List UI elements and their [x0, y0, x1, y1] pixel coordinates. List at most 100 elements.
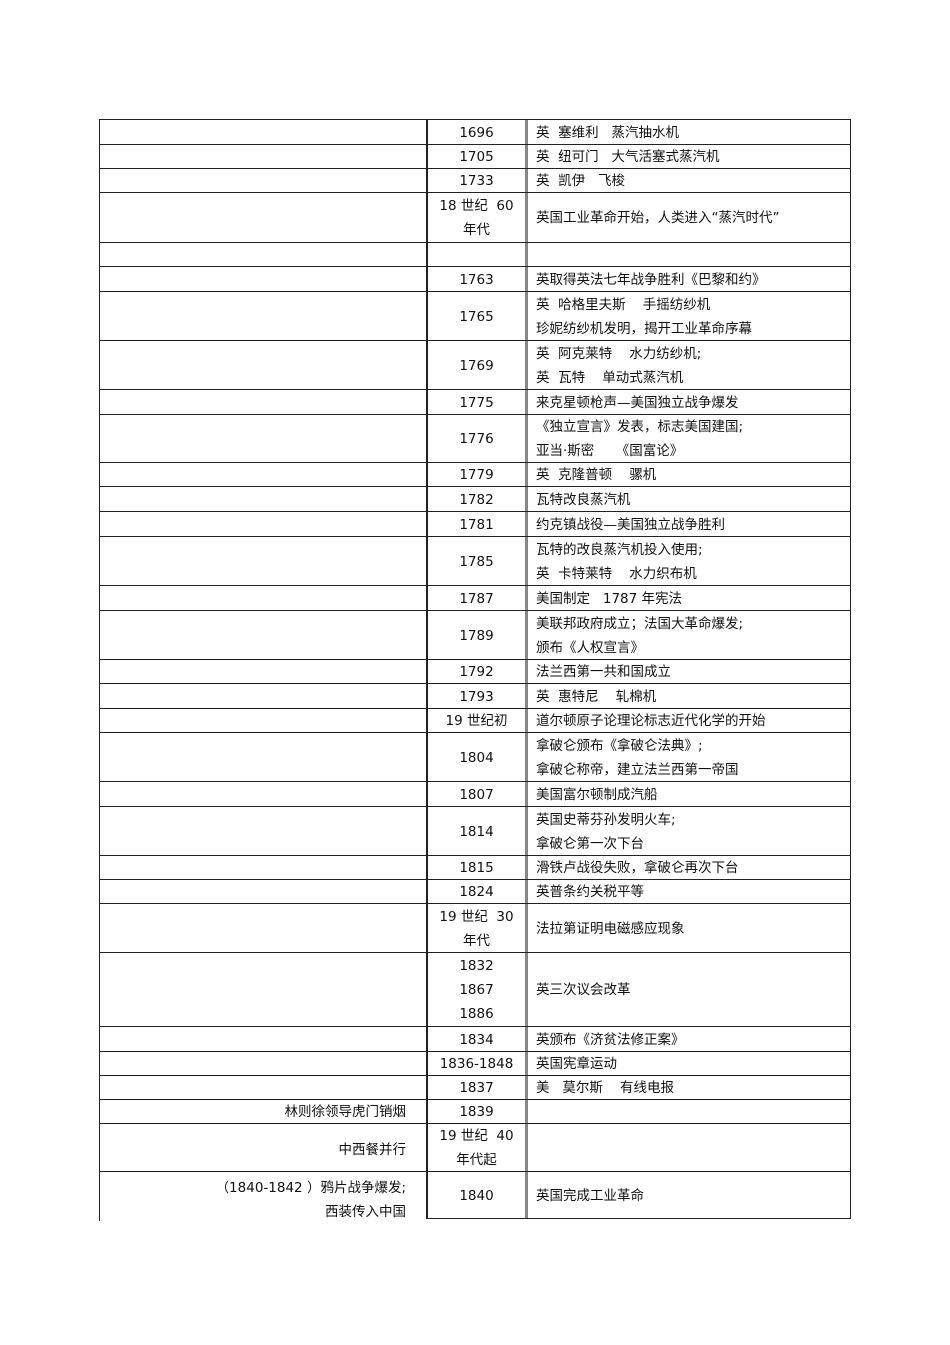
event-world-cell: 英 纽可门 大气活塞式蒸汽机 [525, 145, 851, 169]
event-china-cell [99, 341, 426, 390]
event-china-cell [99, 1076, 426, 1100]
year-cell: 1804 [426, 733, 525, 782]
event-world-cell-text: 英三次议会改革 [536, 982, 631, 998]
event-world-cell [525, 1124, 851, 1172]
table-row: 1815 滑铁卢战役失败，拿破仑再次下台 [99, 855, 851, 880]
event-china-cell [99, 880, 426, 904]
table-row: 1836-1848 英国宪章运动 [99, 1051, 851, 1076]
event-china-cell [99, 267, 426, 292]
event-world-cell: 美联邦政府成立；法国大革命爆发; 颁布《人权宣言》 [525, 611, 851, 660]
event-world-cell [525, 1100, 851, 1124]
event-world-cell-text: 颁布《人权宣言》 [536, 639, 644, 656]
table-row: 林则徐领导虎门销烟 1839 [99, 1099, 851, 1124]
event-world-cell: 英国史蒂芬孙发明火车; 拿破仑第一次下台 [525, 807, 851, 856]
table-row: 1832 1867 1886 英三次议会改革 [99, 952, 851, 1027]
year-cell-text: 1769 [459, 357, 494, 374]
event-world-cell-text: 英 惠特尼 轧棉机 [536, 688, 657, 705]
event-china-cell: 林则徐领导虎门销烟 [99, 1100, 426, 1124]
year-cell-text: 1867 [459, 982, 494, 998]
event-world-cell-text: 来克星顿枪声—美国独立战争爆发 [536, 394, 739, 411]
year-cell-text: 1839 [459, 1104, 494, 1120]
event-world-cell-text: 瓦特改良蒸汽机 [536, 491, 631, 508]
year-cell: 1793 [426, 684, 525, 709]
event-world-cell-text: 瓦特的改良蒸汽机投入使用; [536, 541, 703, 558]
year-cell: 19 世纪 40 年代起 [426, 1124, 525, 1172]
event-world-cell-text: 珍妮纺纱机发明，揭开工业革命序幕 [536, 320, 752, 337]
event-world-cell-text: 英 凯伊 飞梭 [536, 173, 625, 189]
event-world-cell: 拿破仑颁布《拿破仑法典》; 拿破仑称帝，建立法兰西第一帝国 [525, 733, 851, 782]
event-world-cell-text: 亚当·斯密 《国富论》 [536, 443, 684, 459]
year-cell: 19 世纪初 [426, 709, 525, 733]
year-cell: 1815 [426, 856, 525, 880]
event-world-cell-text: 英 阿克莱特 水力纺纱机; [536, 345, 702, 362]
event-world-cell: 美 莫尔斯 有线电报 [525, 1076, 851, 1100]
year-cell-text: 1775 [459, 394, 494, 411]
year-cell-text: 1787 [459, 590, 494, 607]
year-cell: 1782 [426, 487, 525, 512]
event-world-cell [525, 243, 851, 267]
event-china-cell [99, 807, 426, 856]
event-world-cell: 英 克隆普顿 骡机 [525, 463, 851, 487]
event-world-cell-text: 英国工业革命开始，人类进入“蒸汽时代” [536, 210, 780, 226]
event-china-cell [99, 487, 426, 512]
year-cell-text: 1840 [459, 1187, 494, 1204]
table-row: 1807 美国富尔顿制成汽船 [99, 781, 851, 807]
event-china-cell [99, 512, 426, 537]
event-world-cell: 英普条约关税平等 [525, 880, 851, 904]
event-china-cell [99, 145, 426, 169]
year-cell-text: 1834 [459, 1031, 494, 1048]
year-cell: 1779 [426, 463, 525, 487]
event-china-cell [99, 1027, 426, 1052]
table-row: 1837 美 莫尔斯 有线电报 [99, 1075, 851, 1100]
event-china-cell [99, 1052, 426, 1076]
year-cell-text: 年代起 [456, 1152, 497, 1168]
event-china-cell [99, 904, 426, 953]
year-cell: 1785 [426, 537, 525, 586]
event-world-cell-text: 拿破仑称帝，建立法兰西第一帝国 [536, 761, 739, 778]
event-world-cell-text: 英颁布《济贫法修正案》 [536, 1031, 685, 1048]
table-row: 1840 英国完成工业革命 [99, 1171, 851, 1219]
event-china-cell [99, 463, 426, 487]
event-world-cell: 《独立宣言》发表，标志美国建国; 亚当·斯密 《国富论》 [525, 415, 851, 463]
table-row: 19 世纪初 道尔顿原子论理论标志近代化学的开始 [99, 708, 851, 733]
event-world-cell-text: 英国史蒂芬孙发明火车; [536, 811, 676, 828]
event-world-cell-text: 约克镇战役—美国独立战争胜利 [536, 516, 725, 533]
year-cell-text: 1815 [459, 860, 494, 876]
event-china-cell [99, 169, 426, 193]
event-world-cell-text: 英 纽可门 大气活塞式蒸汽机 [536, 149, 720, 165]
table-row: 19 世纪 40 年代起 [99, 1123, 851, 1172]
year-cell: 1775 [426, 390, 525, 415]
event-world-cell-text: 《独立宣言》发表，标志美国建国; [536, 419, 744, 435]
year-cell: 1765 [426, 292, 525, 341]
year-cell: 1787 [426, 586, 525, 611]
year-cell-text: 19 世纪初 [445, 713, 508, 729]
year-cell-text: 1832 [459, 958, 494, 974]
event-world-cell-text: 法拉第证明电磁感应现象 [536, 920, 685, 937]
event-china-cell [99, 193, 426, 243]
table-row: 1787 美国制定 1787 年宪法 [99, 585, 851, 611]
year-cell-text: 19 世纪 30 [439, 908, 514, 925]
year-cell-text: 1824 [459, 884, 494, 900]
year-cell: 1776 [426, 415, 525, 463]
event-world-cell: 美国富尔顿制成汽船 [525, 782, 851, 807]
event-world-cell: 英三次议会改革 [525, 953, 851, 1027]
event-world-cell-text: 美国制定 1787 年宪法 [536, 590, 683, 607]
year-cell-text: 1793 [459, 688, 494, 705]
year-cell: 1769 [426, 341, 525, 390]
year-cell: 1705 [426, 145, 525, 169]
table-row [99, 242, 851, 267]
event-china-cell [99, 660, 426, 684]
table-row: 1763 英取得英法七年战争胜利《巴黎和约》 [99, 266, 851, 292]
event-world-cell: 英 惠特尼 轧棉机 [525, 684, 851, 709]
event-world-cell: 滑铁卢战役失败，拿破仑再次下台 [525, 856, 851, 880]
year-cell-text: 1814 [459, 823, 494, 840]
table-row: 1705 英 纽可门 大气活塞式蒸汽机 [99, 144, 851, 169]
table-row: 1785 瓦特的改良蒸汽机投入使用; 英 卡特莱特 水力织布机 [99, 536, 851, 586]
event-china-cell [99, 856, 426, 880]
table-row: 1793 英 惠特尼 轧棉机 [99, 683, 851, 709]
year-cell-text: 年代 [463, 222, 490, 238]
table-row: 1789 美联邦政府成立；法国大革命爆发; 颁布《人权宣言》 [99, 610, 851, 660]
year-cell-text: 1779 [459, 467, 494, 483]
event-world-cell: 瓦特的改良蒸汽机投入使用; 英 卡特莱特 水力织布机 [525, 537, 851, 586]
year-cell: 1733 [426, 169, 525, 193]
